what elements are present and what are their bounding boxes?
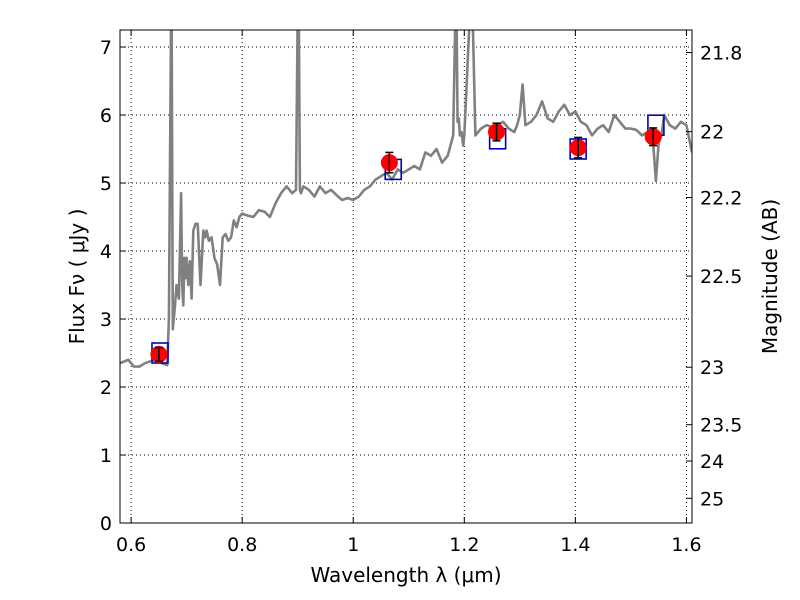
y-axis-label: Flux Fν ( μJy ) xyxy=(65,209,89,345)
x-tick-label: 1.4 xyxy=(560,534,590,556)
y-tick-label: 6 xyxy=(100,105,112,127)
y-tick-label: 3 xyxy=(100,309,112,331)
y-tick-label: 7 xyxy=(100,37,112,59)
x-tick-label: 1.6 xyxy=(671,534,701,556)
grid-layer xyxy=(120,30,692,524)
plot-frame xyxy=(119,29,693,524)
magnitude-tick-label: 23.5 xyxy=(700,415,742,437)
magnitude-tick-label: 23 xyxy=(700,357,724,379)
magnitude-tick-label: 24 xyxy=(700,451,724,473)
x-tick-label: 1 xyxy=(347,534,359,556)
x-tick-label: 0.6 xyxy=(116,534,146,556)
sed-model-line xyxy=(120,30,692,368)
magnitude-tick-label: 22.2 xyxy=(700,188,742,210)
series-layer xyxy=(120,30,692,368)
x-tick-label: 1.2 xyxy=(449,534,479,556)
magnitude-tick-label: 22.5 xyxy=(700,266,742,288)
x-axis-label: Wavelength λ (μm) xyxy=(310,563,501,587)
magnitude-axis-label: Magnitude (AB) xyxy=(758,199,782,354)
y-tick-label: 4 xyxy=(100,241,112,263)
y-tick-label: 0 xyxy=(100,513,112,535)
magnitude-tick-label: 21.8 xyxy=(700,43,742,65)
x-tick-label: 0.8 xyxy=(227,534,257,556)
magnitude-tick-label: 25 xyxy=(700,488,724,510)
y-tick-label: 2 xyxy=(100,377,112,399)
y-tick-label: 1 xyxy=(100,445,112,467)
y-tick-label: 5 xyxy=(100,173,112,195)
magnitude-tick-label: 22 xyxy=(700,122,724,144)
